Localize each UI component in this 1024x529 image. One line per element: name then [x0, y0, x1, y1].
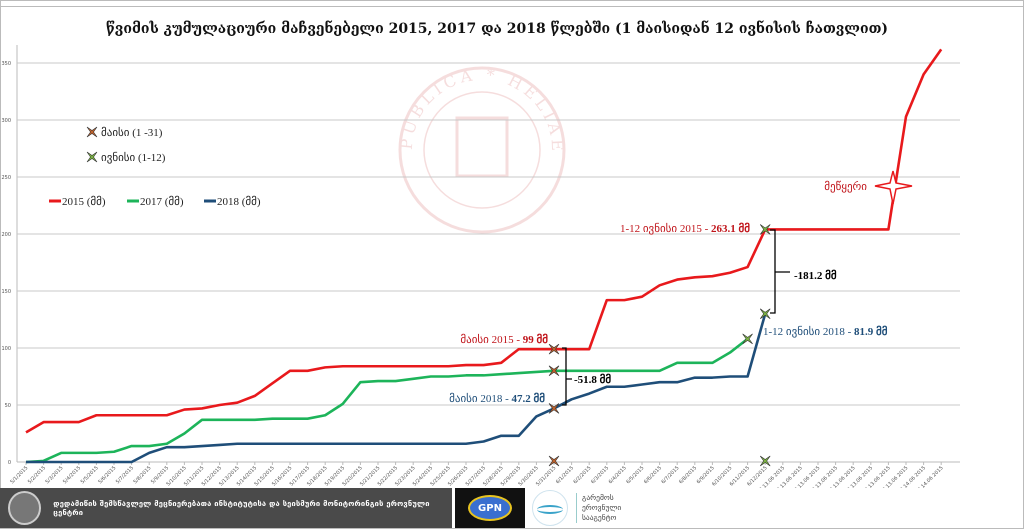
agency-line-2: ეროვნული [582, 503, 622, 512]
y-tick-label: 300 [1, 118, 11, 124]
x-marker [86, 151, 98, 163]
annotation-june-2018: 1-12 ივნისი 2018 - 81.9 მმ [763, 325, 888, 338]
top-divider [0, 6, 1024, 7]
annotation-landslide: მეწყერი [824, 180, 867, 193]
x-marker [548, 455, 560, 467]
x-tick-label: 5/6/2015 [97, 465, 117, 485]
x-marker [86, 126, 98, 138]
landslide-star-icon [874, 170, 913, 205]
annotation-june-2015: 1-12 ივნისი 2015 - 263.1 მმ [620, 222, 750, 235]
x-tick-label: 6/8/2015 [678, 465, 698, 485]
annotation-may-difference: -51.8 მმ [574, 373, 611, 386]
environment-agency-name: გარემოს ეროვნული სააგენტო [576, 493, 621, 523]
june-marker-legend-icon [86, 151, 98, 163]
annotation-may-2015: მაისი 2015 - 99 მმ [460, 333, 548, 346]
legend-label-2018: 2018 (მმ) [217, 195, 261, 208]
x-marker [548, 343, 560, 355]
marker-legend: მაისი (1 -31) ივნისი (1-12) [86, 126, 166, 164]
gpn-logo-box: GPN [455, 488, 525, 528]
legend-label-2015: 2015 (მმ) [62, 195, 106, 208]
marker-legend-june: ივნისი (1-12) [101, 151, 166, 164]
x-tick-label: 6/6/2015 [643, 465, 663, 485]
x-marker [759, 308, 771, 320]
y-tick-label: 50 [5, 403, 11, 409]
gpn-logo: GPN [468, 495, 512, 521]
x-marker [759, 224, 771, 235]
y-tick-label: 0 [8, 460, 11, 466]
rainfall-chart: PUBLICA * HELIAE * UNIVERSITAS წვიმის კუ… [0, 0, 960, 488]
legend-label-2017: 2017 (მმ) [140, 195, 184, 208]
y-tick-label: 200 [1, 232, 11, 238]
x-tick-label: 5/5/2015 [80, 465, 100, 485]
x-tick-label: 5/1/2015 [9, 465, 29, 485]
series-line-2018 [26, 313, 767, 464]
agency-line-1: გარემოს [582, 493, 614, 502]
annotation-may-2018: მაისი 2018 - 47.2 მმ [449, 392, 545, 405]
series-legend: 2015 (მმ) 2017 (მმ) 2018 (მმ) [49, 195, 261, 208]
may-difference-bracket [562, 347, 572, 406]
series-line-2015 [25, 48, 943, 434]
june-difference-bracket [770, 229, 790, 314]
may-marker-legend-icon [86, 126, 98, 138]
x-tick-label: 6/5/2015 [625, 465, 645, 485]
environment-agency-wave-logo [532, 490, 568, 526]
y-tick-label: 350 [1, 61, 11, 67]
x-tick-label: 6/7/2015 [660, 465, 680, 485]
x-marker [742, 333, 753, 345]
x-tick-label: 6/4/2015 [608, 465, 628, 485]
series-line-2017 [25, 337, 749, 464]
university-logo [8, 491, 42, 525]
x-marker [759, 455, 771, 467]
chart-title: წვიმის კუმულაციური მაჩვენებელი 2015, 201… [106, 20, 888, 37]
y-tick-label: 250 [1, 175, 11, 181]
y-tick-label: 150 [1, 289, 11, 295]
x-tick-label: 6/1/2015 [555, 465, 575, 485]
x-tick-label: 5/4/2015 [62, 465, 82, 485]
x-tick-label: 6/3/2015 [590, 465, 610, 485]
x-tick-label: 5/2/2015 [27, 465, 47, 485]
x-marker [548, 403, 560, 414]
institute-name: დედამიწის შემსწავლელ მეცნიერებათა ინსტიტ… [53, 499, 430, 517]
annotation-june-difference: -181.2 მმ [794, 269, 837, 282]
x-tick-label: 5/7/2015 [115, 465, 135, 485]
x-marker [548, 365, 560, 377]
x-tick-label: 5/8/2015 [132, 465, 152, 485]
institute-banner: დედამიწის შემსწავლელ მეცნიერებათა ინსტიტ… [0, 488, 452, 528]
environment-agency: გარემოს ეროვნული სააგენტო [532, 488, 692, 528]
x-tick-label: 5/3/2015 [44, 465, 64, 485]
footer: დედამიწის შემსწავლელ მეცნიერებათა ინსტიტ… [0, 488, 1024, 528]
y-tick-label: 100 [1, 346, 11, 352]
x-tick-label: 6/2/2015 [572, 465, 592, 485]
agency-line-3: სააგენტო [582, 513, 617, 522]
marker-legend-may: მაისი (1 -31) [101, 126, 163, 139]
